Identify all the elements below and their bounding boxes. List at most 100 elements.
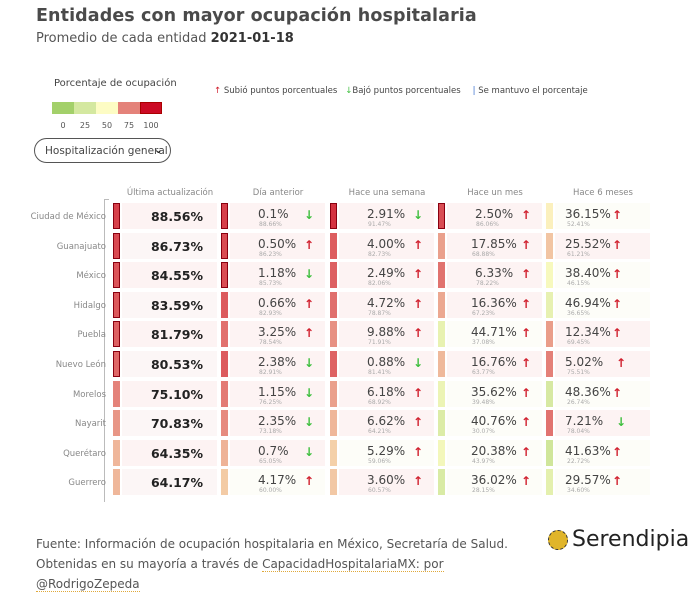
legend-swatch [118,102,140,114]
arrow-up-icon: ↑ [214,86,222,96]
cell-background [339,410,434,437]
column-header: Hace una semana [348,188,426,198]
change-value: 36.15% [565,207,611,221]
previous-value: 52.41% [567,221,590,228]
color-bar [546,203,553,229]
hospitalization-type-dropdown[interactable]: Hospitalización general ⌄ [34,138,171,163]
change-value: 46.94% [565,295,611,310]
cell-background [555,291,650,318]
legend-tick: 75 [123,121,135,130]
cell-background [230,203,325,229]
source-line-2: Obtenidas en su mayoría a través de Capa… [36,554,516,574]
cell-background [122,262,217,289]
previous-value: 69.45% [567,339,590,347]
cell-background [555,380,650,407]
color-bar [546,439,553,466]
cell-background [555,232,650,259]
arrow-up-icon: ↑ [413,237,424,252]
arrow-up-icon: ↑ [413,267,424,282]
cell-background [230,410,325,437]
chevron-down-icon: ⌄ [153,143,163,156]
cell-background [339,351,434,377]
previous-value: 76.25% [259,398,282,406]
arrow-down-icon: ↓ [304,267,315,282]
previous-value: 78.54% [259,339,282,347]
column-header: Última actualización [126,188,214,198]
table-bracket [104,199,109,502]
legend-tick: 50 [101,121,113,130]
cell-background [555,351,650,377]
color-bar [438,351,445,377]
latest-value: 70.83% [150,416,204,432]
arrow-up-icon: ↑ [304,237,315,252]
change-value: 3.60% [367,473,406,488]
cell-background [122,380,217,407]
row-label-entity: Hidalgo [73,300,106,311]
color-bar [330,321,337,348]
latest-value: 83.59% [150,297,204,313]
color-bar [546,410,553,437]
cell-background [339,232,434,259]
color-bar [113,291,120,318]
cell-background [447,321,542,348]
cell-background [122,410,217,437]
change-value: 9.88% [367,325,406,340]
cell-background [230,262,325,289]
previous-value: 85.73% [259,280,282,288]
previous-value: 82.06% [368,280,391,288]
serendipia-logo[interactable]: Serendipia [548,527,689,552]
row-label-entity: Morelos [72,389,106,400]
previous-value: 86.23% [259,250,282,258]
previous-value: 36.65% [567,309,590,317]
author-link[interactable]: @RodrigoZepeda [36,577,140,592]
previous-value: 82.91% [259,369,282,376]
subtitle-prefix: Promedio de cada entidad [36,31,207,46]
cell-background [230,321,325,348]
row-label-entity: Querétaro [63,448,106,459]
color-bar [438,439,445,466]
color-bar [221,262,228,289]
page-subtitle: Promedio de cada entidad 2021-01-18 [36,31,294,46]
arrow-up-icon: ↑ [521,385,532,400]
arrow-up-icon: ↑ [413,415,424,430]
cell-background [230,351,325,377]
arrow-down-icon: ↓ [345,86,353,96]
cell-background [122,232,217,259]
color-bar [330,291,337,318]
arrow-down-icon: ↓ [304,385,315,400]
color-bar [221,321,228,348]
change-value: 7.21% [565,414,604,429]
cell-background [555,321,650,348]
previous-value: 61.21% [567,250,590,258]
legend-tick: 25 [79,121,91,130]
color-bar [546,262,553,289]
change-value: 2.50% [475,207,514,221]
source-link[interactable]: CapacidadHospitalariaMX: por [262,557,444,572]
color-bar [221,203,228,229]
change-value: 20.38% [471,443,517,458]
cell-background [230,469,325,496]
color-bar [438,262,445,289]
arrow-up-icon: ↑ [521,326,532,341]
legend-tick: 100 [143,121,159,130]
change-value: 4.17% [258,473,297,488]
arrow-up-icon: ↑ [304,326,315,341]
color-bar [330,469,337,496]
cell-background [447,380,542,407]
legend-swatch [140,102,162,114]
arrow-up-icon: ↑ [616,356,627,370]
previous-value: 59.06% [368,457,391,465]
logo-text: Serendipia [572,527,690,552]
cell-background [339,262,434,289]
arrow-down-icon: ↓ [413,208,424,222]
cell-background [555,203,650,229]
arrow-up-icon: ↑ [521,444,532,459]
source-line-1: Fuente: Información de ocupación hospita… [36,537,508,551]
row-label-entity: Nuevo León [55,360,106,370]
footer-source: Fuente: Información de ocupación hospita… [36,534,516,594]
color-bar [438,380,445,407]
color-bar [113,262,120,289]
row-label-entity: Guanajuato [56,241,106,252]
color-bar [221,291,228,318]
arrow-up-icon: ↑ [413,474,424,489]
